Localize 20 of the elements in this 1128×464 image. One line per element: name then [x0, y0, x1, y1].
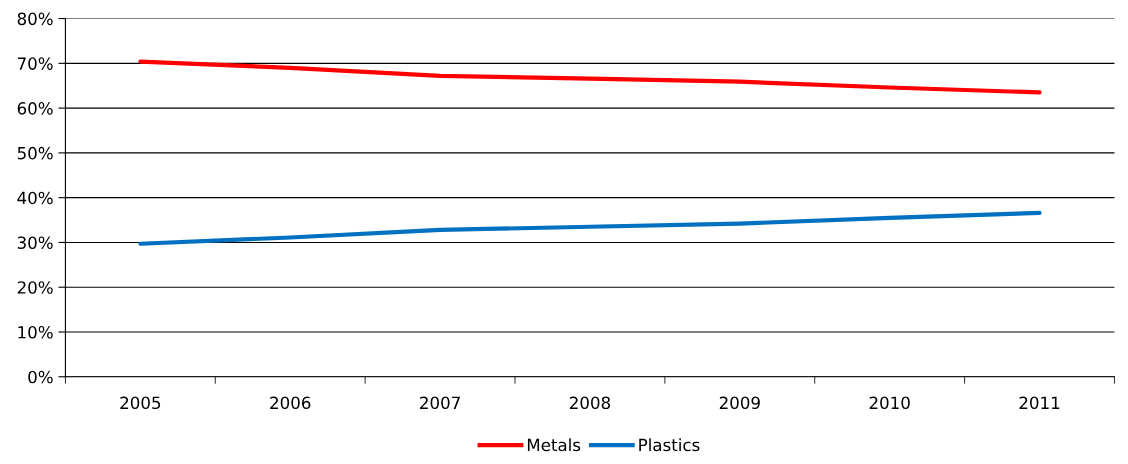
y-tick-label: 40%: [17, 191, 53, 205]
y-tick-label: 10%: [18, 325, 53, 339]
x-tick-label: 2005: [120, 396, 161, 410]
y-tick-label: 30%: [17, 236, 53, 250]
x-tick-label: 2011: [1019, 396, 1060, 410]
y-tick-label: 70%: [17, 57, 53, 70]
y-tick-label: 50%: [17, 146, 53, 160]
x-tick-label: 2009: [719, 396, 760, 410]
x-tick-label: 2006: [270, 396, 311, 410]
line-series: [138, 59, 1042, 95]
y-tick-label: 20%: [17, 281, 53, 294]
y-tick-label: 0%: [28, 370, 53, 384]
legend-label: Plastics: [639, 438, 700, 452]
line-series: [138, 210, 1042, 246]
y-tick-label: 60%: [17, 102, 53, 115]
legend-label: Metals: [527, 438, 581, 452]
x-tick-label: 2008: [569, 396, 611, 410]
y-tick-label: 80%: [17, 12, 53, 26]
x-tick-label: 2010: [869, 396, 910, 410]
x-tick-label: 2007: [420, 396, 460, 410]
